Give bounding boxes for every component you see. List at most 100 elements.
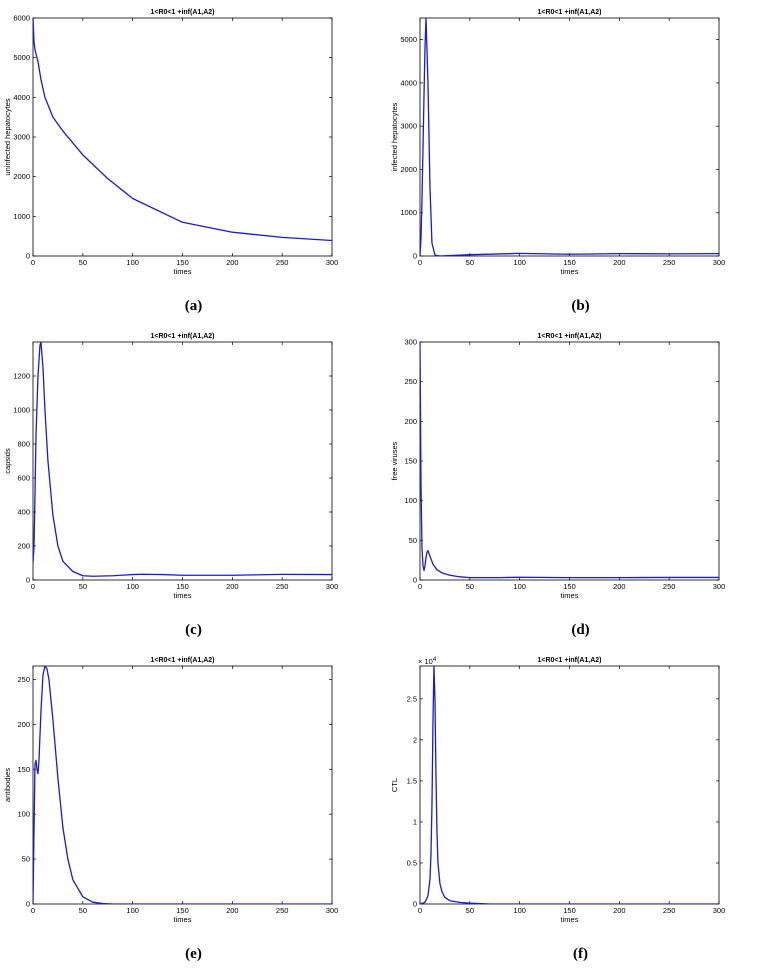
y-tick-label: 300 bbox=[404, 338, 417, 347]
panel-caption-a: (a) bbox=[184, 298, 203, 314]
y-tick-label: 150 bbox=[404, 457, 417, 466]
x-tick-label: 100 bbox=[126, 582, 139, 591]
y-tick-label: 100 bbox=[404, 496, 417, 505]
x-tick-label: 300 bbox=[326, 906, 339, 915]
y-tick-label: 0 bbox=[26, 576, 30, 585]
y-tick-label: 4000 bbox=[400, 78, 417, 87]
y-tick-label: 50 bbox=[409, 536, 417, 545]
y-axis-label: free viruses bbox=[390, 441, 399, 480]
y-tick-label: 3000 bbox=[13, 133, 30, 142]
x-axis-label: times bbox=[561, 591, 579, 600]
y-tick-label: 200 bbox=[17, 720, 30, 729]
x-axis-label: times bbox=[561, 267, 579, 276]
x-tick-label: 250 bbox=[276, 258, 289, 267]
x-tick-label: 150 bbox=[176, 582, 189, 591]
chart-svg-e: 0 50 100 150 200 250 300 0 50 100 150 200 250 1<R0<1 … bbox=[3, 657, 339, 924]
x-axis-label: times bbox=[174, 267, 192, 276]
series-line-0 bbox=[33, 342, 332, 577]
x-tick-label: 50 bbox=[466, 258, 474, 267]
y-tick-label: 2000 bbox=[400, 165, 417, 174]
series-line-0 bbox=[420, 666, 719, 904]
y-tick-label: 1000 bbox=[13, 406, 30, 415]
plot-frame bbox=[32, 665, 333, 905]
plot-frame bbox=[419, 665, 720, 905]
chart-svg-f: 0 50 100 150 200 250 300 0 0.5 1 1.5 2 2.5 1<R0<1 +in… bbox=[390, 657, 725, 924]
y-axis-label: antibodies bbox=[3, 768, 12, 802]
x-tick-label: 0 bbox=[418, 258, 422, 267]
x-tick-label: 250 bbox=[663, 258, 676, 267]
x-tick-label: 250 bbox=[276, 582, 289, 591]
y-tick-label: 1200 bbox=[13, 372, 30, 381]
y-axis-label: infected hepatocytes bbox=[390, 102, 399, 171]
x-tick-label: 200 bbox=[226, 582, 239, 591]
y-tick-label: 600 bbox=[17, 474, 30, 483]
chart-panel-f: 0 50 100 150 200 250 300 0 0.5 1 1.5 2 2.5 1<R0<1 +in… bbox=[387, 648, 774, 972]
y-tick-label: 50 bbox=[22, 855, 30, 864]
y-tick-label: 3000 bbox=[400, 122, 417, 131]
x-tick-label: 300 bbox=[326, 258, 339, 267]
panel-caption-b: (b) bbox=[571, 298, 590, 314]
y-tick-label: 2 bbox=[413, 735, 417, 744]
plot-title: 1<R0<1 +inf(A1,A2) bbox=[538, 9, 602, 16]
x-tick-label: 0 bbox=[418, 906, 422, 915]
y-tick-label: 1.5 bbox=[407, 776, 417, 785]
plot-title: 1<R0<1 +inf(A1,A2) bbox=[151, 9, 215, 16]
x-tick-label: 50 bbox=[79, 582, 87, 591]
x-tick-label: 300 bbox=[326, 582, 339, 591]
y-tick-label: 0 bbox=[413, 900, 417, 909]
x-tick-label: 150 bbox=[563, 906, 576, 915]
x-tick-label: 200 bbox=[613, 582, 626, 591]
y-tick-label: 0 bbox=[26, 900, 30, 909]
y-multiplier-label: × 104 bbox=[418, 657, 437, 666]
y-tick-label: 4000 bbox=[13, 93, 30, 102]
x-tick-label: 150 bbox=[563, 258, 576, 267]
x-tick-label: 0 bbox=[31, 906, 35, 915]
y-axis-label: CTL bbox=[390, 778, 399, 792]
x-tick-label: 300 bbox=[713, 258, 726, 267]
x-tick-label: 100 bbox=[126, 906, 139, 915]
x-tick-label: 50 bbox=[466, 582, 474, 591]
x-tick-label: 150 bbox=[176, 258, 189, 267]
chart-svg-b: 0 50 100 150 200 250 3000100020003000400050001… bbox=[390, 9, 726, 276]
panel-caption-f: (f) bbox=[573, 946, 588, 962]
x-tick-label: 100 bbox=[513, 906, 526, 915]
plot-frame bbox=[32, 341, 333, 581]
y-tick-label: 150 bbox=[17, 765, 30, 774]
y-axis-label: capsids bbox=[3, 448, 12, 474]
chart-svg-d: 0 50 100 150 200 250 300 0 50 100 150 200 250 300 1<R0… bbox=[390, 333, 726, 600]
x-tick-label: 100 bbox=[513, 258, 526, 267]
x-tick-label: 250 bbox=[276, 906, 289, 915]
y-axis-label: uninfected hepatocytes bbox=[3, 98, 12, 175]
panel-caption-c: (c) bbox=[185, 622, 202, 638]
chart-panel-a: 0 50 100 150 200 250 300 0 1000 2000 3000 4000 5000 6… bbox=[0, 0, 387, 324]
x-tick-label: 100 bbox=[126, 258, 139, 267]
x-tick-label: 150 bbox=[563, 582, 576, 591]
chart-panel-d: 0 50 100 150 200 250 300 0 50 100 150 200 250 300 1<R0… bbox=[387, 324, 774, 648]
y-tick-label: 0 bbox=[26, 252, 30, 261]
x-tick-label: 200 bbox=[226, 906, 239, 915]
y-tick-label: 250 bbox=[404, 377, 417, 386]
y-tick-label: 200 bbox=[17, 542, 30, 551]
y-tick-label: 1 bbox=[413, 817, 417, 826]
x-tick-label: 300 bbox=[713, 582, 726, 591]
x-tick-label: 50 bbox=[466, 906, 474, 915]
y-tick-label: 5000 bbox=[13, 53, 30, 62]
y-tick-label: 250 bbox=[17, 675, 30, 684]
y-tick-label: 6000 bbox=[13, 14, 30, 23]
x-tick-label: 150 bbox=[176, 906, 189, 915]
plot-title: 1<R0<1 +inf(A1,A2) bbox=[538, 657, 602, 664]
x-axis-label: times bbox=[174, 915, 192, 924]
x-tick-label: 100 bbox=[513, 582, 526, 591]
series-line-0 bbox=[420, 18, 719, 256]
x-tick-label: 250 bbox=[663, 582, 676, 591]
y-tick-label: 5000 bbox=[400, 35, 417, 44]
x-axis-label: times bbox=[561, 915, 579, 924]
panel-caption-d: (d) bbox=[571, 622, 590, 638]
y-tick-label: 1000 bbox=[400, 208, 417, 217]
x-tick-label: 200 bbox=[613, 258, 626, 267]
series-line-0 bbox=[33, 18, 332, 242]
y-tick-label: 1000 bbox=[13, 212, 30, 221]
chart-svg-c: 0 50 100 150 200 250 300 0 200 400 600 800 1000 1200 1… bbox=[3, 333, 339, 600]
y-tick-label: 0.5 bbox=[407, 858, 417, 867]
plot-title: 1<R0<1 +inf(A1,A2) bbox=[151, 333, 215, 340]
